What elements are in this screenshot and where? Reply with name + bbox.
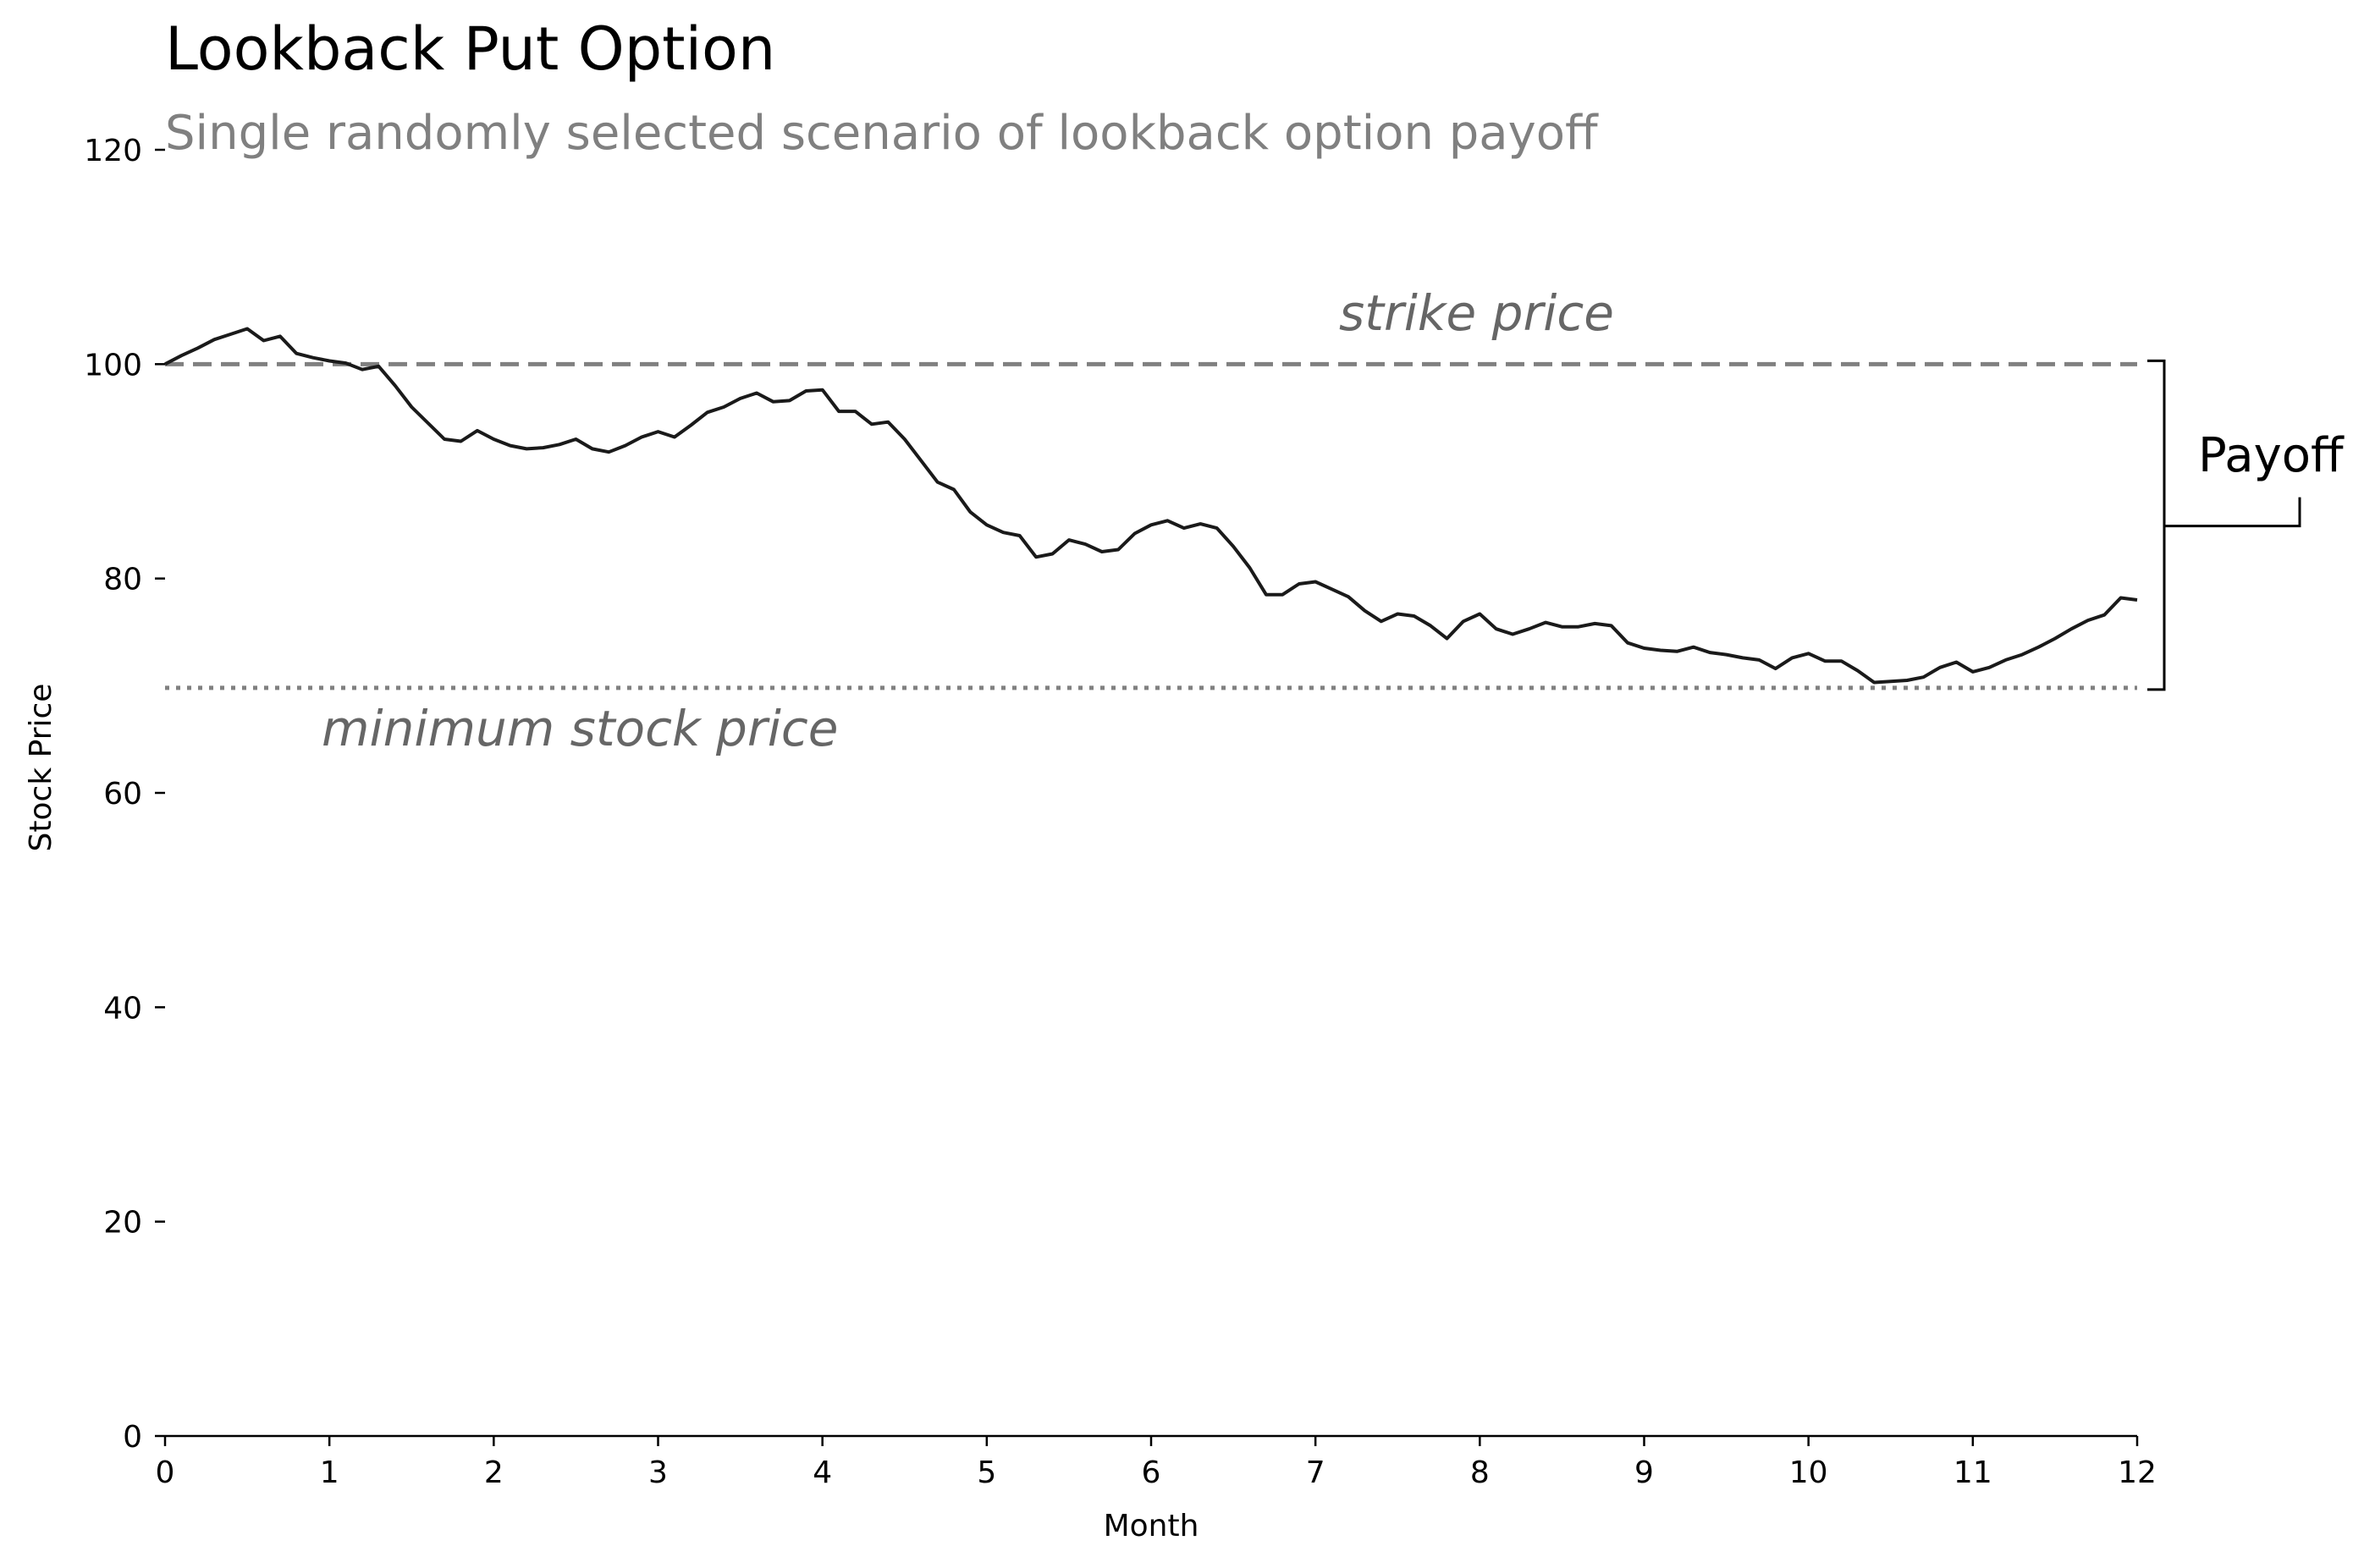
- x-tick-label: 7: [1306, 1455, 1325, 1490]
- x-tick-label: 10: [1789, 1455, 1828, 1490]
- x-tick-label: 3: [648, 1455, 668, 1490]
- payoff-annotation: Payoff: [2198, 428, 2345, 483]
- x-tick-label: 6: [1142, 1455, 1161, 1490]
- x-tick-label: 0: [156, 1455, 175, 1490]
- payoff-bracket: [2147, 359, 2166, 691]
- y-tick-label: 20: [103, 1206, 142, 1241]
- y-tick-label: 40: [103, 991, 142, 1026]
- x-tick-label: 1: [320, 1455, 339, 1490]
- strike-price-annotation: strike price: [1339, 284, 1614, 342]
- x-tick-label: 12: [2118, 1455, 2157, 1490]
- y-tick-label: 100: [84, 348, 142, 382]
- x-tick-label: 8: [1470, 1455, 1490, 1490]
- x-tick-label: 2: [484, 1455, 504, 1490]
- y-tick-label: 120: [84, 134, 142, 168]
- y-tick-label: 80: [103, 563, 142, 597]
- reference-lines: [165, 359, 2301, 691]
- x-tick-label: 4: [813, 1455, 832, 1490]
- y-tick-label: 60: [103, 777, 142, 812]
- minimum-stock-price-annotation: minimum stock price: [322, 700, 838, 757]
- x-tick-label: 5: [977, 1455, 996, 1490]
- chart-title: Lookback Put Option: [165, 14, 775, 84]
- stock-price-series-line: [164, 327, 2138, 685]
- y-axis-label: Stock Price: [24, 684, 58, 852]
- x-tick-label: 9: [1634, 1455, 1654, 1490]
- x-tick-label: 11: [1953, 1455, 1992, 1490]
- x-axis-label: Month: [1104, 1509, 1199, 1543]
- series-layer: [164, 327, 2138, 685]
- chart-subtitle: Single randomly selected scenario of loo…: [165, 106, 1599, 161]
- payoff-leader-line: [2164, 497, 2301, 528]
- y-tick-label: 0: [123, 1420, 142, 1455]
- annotations: strike price minimum stock price Payoff: [322, 284, 2345, 757]
